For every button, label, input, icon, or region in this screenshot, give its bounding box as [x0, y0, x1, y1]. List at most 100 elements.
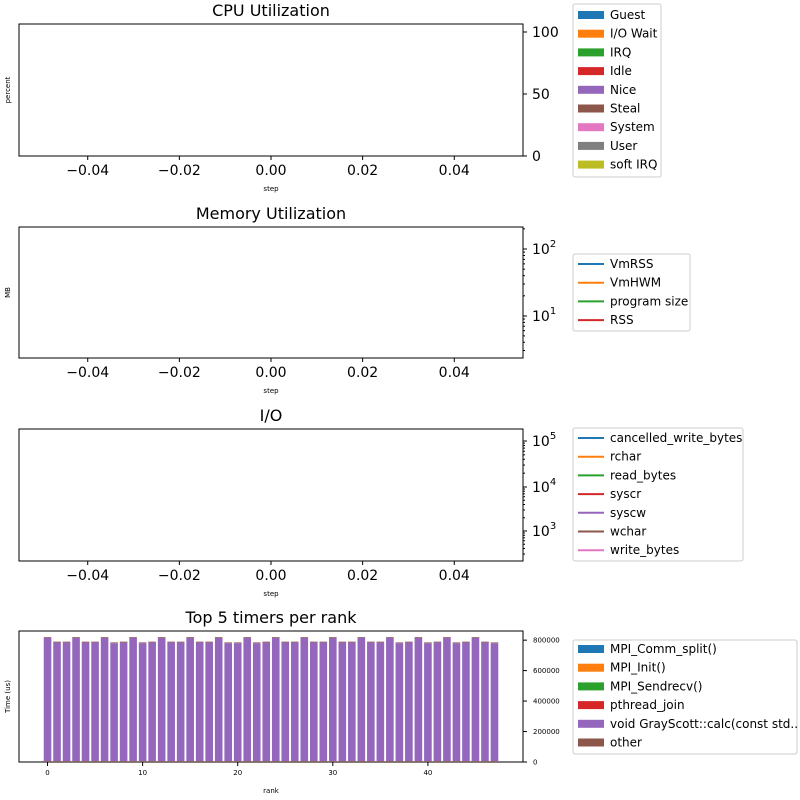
y-tick-label: 104: [532, 477, 556, 496]
bar-other: [462, 641, 470, 643]
y-tick-label: 105: [532, 431, 556, 450]
bar-other: [205, 641, 213, 643]
bar-other: [319, 641, 328, 643]
x-tick-label: −0.02: [158, 163, 201, 179]
panel-0: CPU Utilization −0.04 −0.02 0.00 0.02 0.04 ste…: [4, 1, 662, 193]
axes-frame: [18, 428, 524, 562]
legend-entry: MPI_Comm_split(): [610, 642, 717, 656]
bar-void-grayscott-calc-const-std-: [348, 642, 356, 762]
bar-void-grayscott-calc-const-std-: [62, 642, 71, 762]
legend-entry: Nice: [610, 83, 636, 97]
legend-swatch: [578, 738, 604, 747]
bar-void-grayscott-calc-const-std-: [414, 637, 423, 762]
bar-other: [443, 637, 451, 638]
x-tick-label: 0: [45, 769, 49, 777]
bar-void-grayscott-calc-const-std-: [481, 642, 489, 762]
legend-swatch: [578, 67, 604, 76]
bar-void-grayscott-calc-const-std-: [53, 642, 61, 762]
x-tick-label: −0.04: [66, 365, 109, 381]
legend-entry: User: [610, 139, 637, 153]
x-tick-label: 0.04: [439, 365, 470, 381]
x-axis-label: step: [263, 387, 279, 395]
bar-other: [43, 637, 52, 638]
bar-other: [490, 642, 499, 644]
bar-void-grayscott-calc-const-std-: [367, 642, 375, 762]
x-tick-label: 0.04: [439, 568, 470, 584]
bar-other: [243, 637, 252, 638]
bar-void-grayscott-calc-const-std-: [281, 642, 290, 762]
x-tick-label: 0.02: [347, 568, 378, 584]
bar-void-grayscott-calc-const-std-: [157, 637, 166, 762]
bar-void-grayscott-calc-const-std-: [271, 637, 280, 762]
bar-other: [386, 637, 394, 638]
panel-3: Top 5 timers per rank 0 10 20 30 40 rank Time (…: [4, 608, 798, 795]
legend-swatch: [578, 160, 604, 169]
y-tick-label: 102: [532, 239, 556, 258]
chart-title: CPU Utilization: [212, 1, 330, 20]
legend-entry: Guest: [610, 8, 646, 22]
bar-other: [167, 641, 175, 643]
legend-entry: RSS: [610, 313, 634, 327]
bar-void-grayscott-calc-const-std-: [167, 642, 175, 762]
bar-void-grayscott-calc-const-std-: [471, 637, 480, 762]
legend-entry: wchar: [610, 525, 646, 539]
bar-void-grayscott-calc-const-std-: [262, 642, 271, 762]
bar-void-grayscott-calc-const-std-: [91, 642, 99, 762]
bar-other: [252, 642, 261, 644]
legend-entry: write_bytes: [610, 543, 679, 557]
bar-void-grayscott-calc-const-std-: [424, 643, 432, 762]
bar-void-grayscott-calc-const-std-: [433, 642, 442, 762]
bar-void-grayscott-calc-const-std-: [72, 637, 80, 762]
x-tick-label: 0.02: [347, 163, 378, 179]
bar-void-grayscott-calc-const-std-: [386, 637, 394, 762]
bar-other: [53, 641, 61, 643]
bar-void-grayscott-calc-const-std-: [452, 643, 461, 762]
bar-void-grayscott-calc-const-std-: [462, 642, 470, 762]
bar-void-grayscott-calc-const-std-: [186, 637, 194, 762]
bar-void-grayscott-calc-const-std-: [338, 642, 347, 762]
bar-other: [110, 642, 118, 644]
legend-entry: pthread_join: [610, 698, 685, 712]
x-axis-label: step: [263, 185, 279, 193]
y-tick-base: 10: [532, 480, 550, 496]
bar-void-grayscott-calc-const-std-: [405, 642, 413, 762]
legend-swatch: [578, 104, 604, 113]
bar-other: [72, 637, 80, 638]
x-tick-label: 0.02: [347, 365, 378, 381]
legend-swatch: [578, 645, 604, 653]
axes-frame: [18, 23, 524, 157]
bar-void-grayscott-calc-const-std-: [443, 637, 451, 762]
bar-other: [376, 641, 385, 643]
x-tick-label: 20: [233, 769, 242, 777]
chart-title: Top 5 timers per rank: [185, 608, 358, 627]
bar-other: [357, 637, 366, 638]
bar-void-grayscott-calc-const-std-: [43, 637, 52, 762]
x-tick-label: −0.04: [66, 568, 109, 584]
x-tick-label: 0.00: [255, 365, 286, 381]
legend-entry: MPI_Sendrecv(): [610, 679, 702, 693]
x-tick-label: 0.00: [255, 568, 286, 584]
bar-other: [119, 641, 128, 643]
bar-other: [348, 641, 356, 643]
bar-other: [433, 641, 442, 643]
legend-entry: Steal: [610, 102, 640, 116]
x-axis-label: step: [263, 590, 279, 598]
y-tick-label: 100: [532, 25, 559, 41]
bar-void-grayscott-calc-const-std-: [110, 643, 118, 762]
bar-other: [100, 637, 109, 638]
axes-frame: [18, 630, 524, 763]
bar-other: [214, 637, 223, 638]
legend-swatch: [578, 48, 604, 57]
bar-other: [233, 642, 242, 644]
y-axis-label: MB: [4, 287, 12, 298]
legend-entry: syscr: [610, 487, 641, 501]
bar-void-grayscott-calc-const-std-: [176, 642, 185, 762]
bar-other: [471, 637, 480, 638]
bar-void-grayscott-calc-const-std-: [309, 642, 318, 762]
bar-other: [300, 637, 309, 638]
legend-swatch: [578, 123, 604, 132]
legend-entry: I/O Wait: [610, 27, 658, 41]
bar-other: [91, 641, 99, 643]
legend-entry: cancelled_write_bytes: [610, 431, 742, 445]
